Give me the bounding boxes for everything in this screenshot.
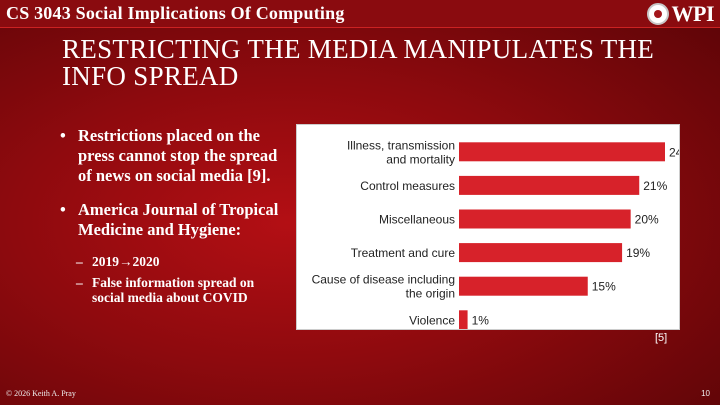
sub-bullet-item: – False information spread on social med…: [60, 275, 282, 305]
page-number: 10: [701, 389, 710, 398]
bullet-item: • America Journal of Tropical Medicine a…: [60, 200, 282, 240]
bullet-icon: •: [60, 200, 66, 219]
category-label: Violence: [409, 313, 455, 327]
category-label: Control measures: [360, 179, 455, 193]
bullet-text: Restrictions placed on the press cannot …: [78, 126, 278, 185]
citation: [5]: [655, 332, 668, 344]
bullet-list: • Restrictions placed on the press canno…: [60, 126, 282, 311]
category-label: Miscellaneous: [379, 213, 455, 227]
course-title: CS 3043 Social Implications Of Computing: [6, 3, 345, 23]
chart-bar: [459, 243, 623, 263]
category-label: Cause of disease including the origin: [312, 273, 455, 301]
sub-bullet-item: – 2019→2020: [60, 254, 282, 269]
chart-bar: [459, 276, 588, 296]
category-label: Illness, transmission and mortality: [347, 138, 455, 166]
chart-bar: [459, 142, 665, 162]
logo-text: WPI: [671, 1, 715, 26]
chart-bar: [459, 310, 468, 330]
category-label: Treatment and cure: [351, 246, 456, 260]
bar-value-label: 20%: [635, 213, 659, 227]
bar-value-label: 19%: [626, 246, 650, 260]
sub-bullet-text: False information spread on social media…: [92, 275, 255, 305]
sub-bullet-text: 2019→2020: [92, 254, 160, 269]
footer-copyright: © 2026 Keith A. Pray: [6, 389, 76, 398]
bar-value-label: 15%: [592, 280, 616, 294]
bar-value-label: 24%: [669, 145, 679, 159]
chart-bar: [459, 175, 640, 195]
dash-icon: –: [76, 254, 83, 269]
wpi-logo: WPI: [646, 1, 715, 26]
header-bar: CS 3043 Social Implications Of Computing…: [0, 0, 720, 28]
slide-title: RESTRICTING THE MEDIA MANIPULATES THE IN…: [62, 34, 655, 91]
dash-icon: –: [76, 275, 83, 290]
bar-value-label: 1%: [472, 313, 490, 327]
bullet-item: • Restrictions placed on the press canno…: [60, 126, 282, 186]
wpi-seal-icon: [646, 3, 669, 25]
bullet-icon: •: [60, 126, 66, 145]
bullet-text: America Journal of Tropical Medicine and…: [78, 200, 279, 239]
bar-value-label: 21%: [643, 179, 667, 193]
chart-bar: [459, 209, 631, 229]
